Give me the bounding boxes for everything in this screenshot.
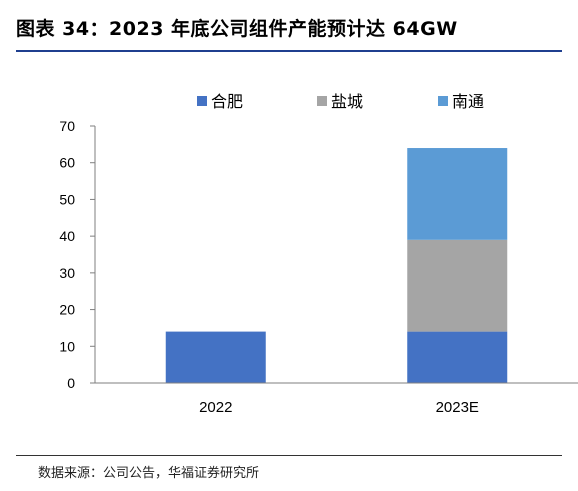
footer-divider bbox=[16, 455, 562, 456]
source-note: 数据来源：公司公告，华福证券研究所 bbox=[38, 466, 260, 481]
bar-segment-南通 bbox=[407, 148, 508, 240]
bar-segment-合肥 bbox=[407, 331, 508, 383]
y-axis: 0 10 20 30 40 50 60 70 bbox=[59, 118, 96, 391]
y-tick-label: 70 bbox=[59, 118, 75, 134]
y-tick-label: 50 bbox=[59, 191, 75, 207]
title-divider bbox=[16, 50, 562, 52]
legend-label: 合肥 bbox=[211, 92, 243, 111]
legend-swatch bbox=[197, 96, 207, 106]
y-tick-label: 0 bbox=[67, 375, 75, 391]
legend-label: 盐城 bbox=[331, 92, 363, 111]
legend: 合肥 盐城 南通 bbox=[197, 92, 484, 111]
legend-swatch bbox=[438, 96, 448, 106]
y-tick-label: 60 bbox=[59, 155, 75, 171]
chart-title: 图表 34：2023 年底公司组件产能预计达 64GW bbox=[16, 18, 458, 40]
bar-segment-盐城 bbox=[407, 239, 508, 332]
y-tick-label: 10 bbox=[59, 338, 75, 354]
y-tick-label: 40 bbox=[59, 228, 75, 244]
legend-label: 南通 bbox=[452, 92, 484, 111]
stacked-bar-chart: 合肥 盐城 南通 0 10 20 30 40 50 60 70 2022 2023E bbox=[59, 92, 578, 416]
bars bbox=[165, 148, 508, 383]
x-tick-label: 2022 bbox=[199, 399, 232, 416]
y-tick-label: 20 bbox=[59, 302, 75, 318]
y-tick-label: 30 bbox=[59, 265, 75, 281]
legend-swatch bbox=[317, 96, 327, 106]
x-axis: 2022 2023E bbox=[95, 382, 578, 416]
bar-segment-合肥 bbox=[165, 331, 266, 383]
x-tick-label: 2023E bbox=[436, 399, 479, 416]
